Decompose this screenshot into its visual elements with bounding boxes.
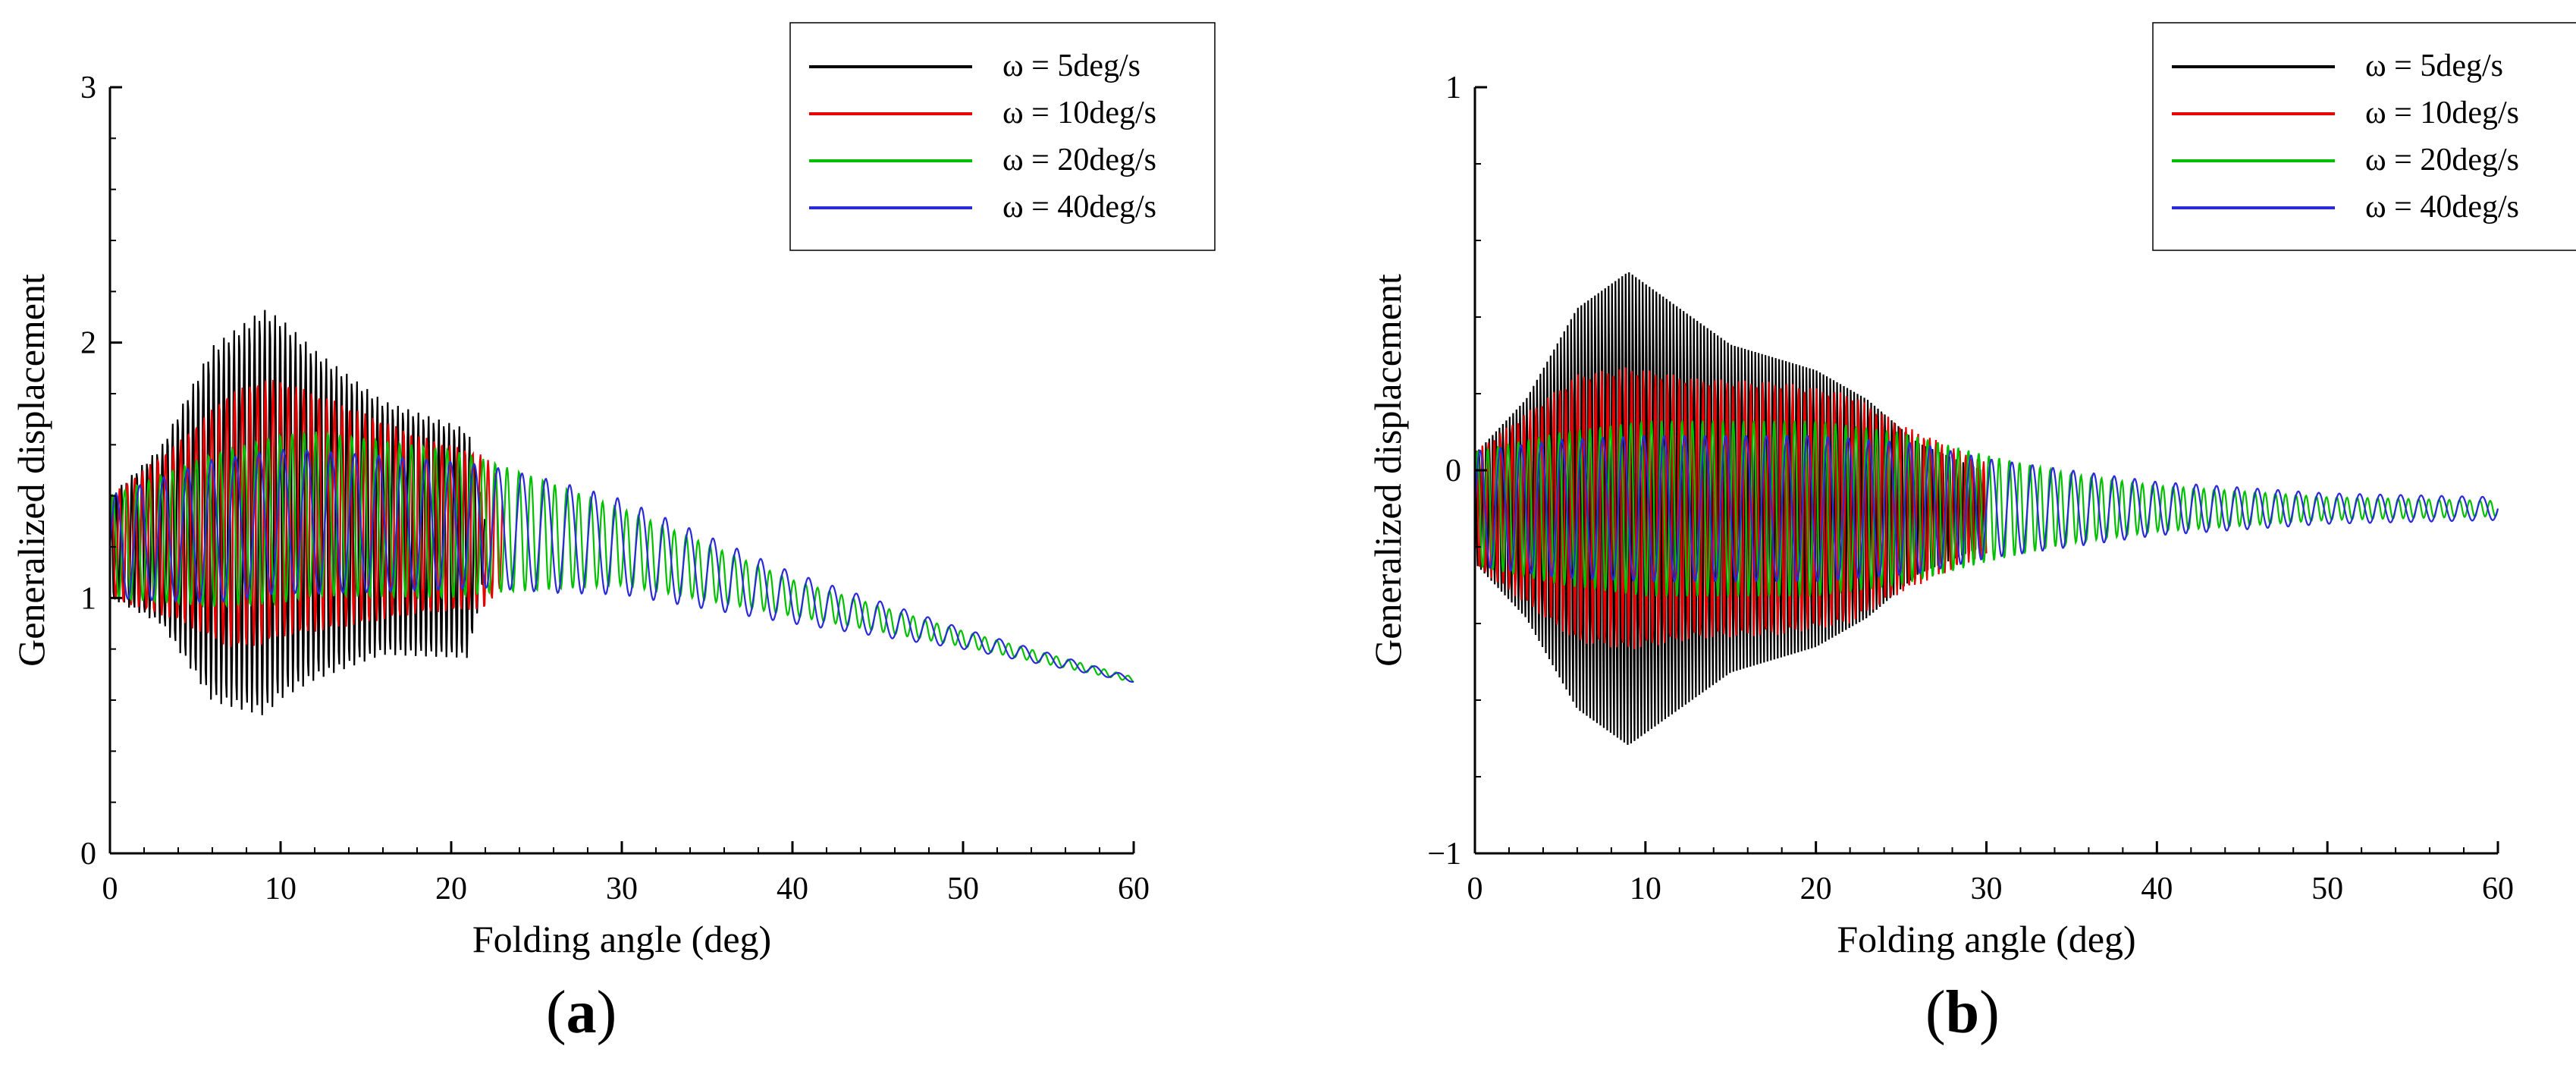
series-line-3	[108, 430, 1134, 683]
legend-box	[2152, 22, 2576, 251]
legend-label-3: ω = 20deg/s	[1002, 143, 1156, 177]
x-tick-label: 30	[1971, 872, 2003, 906]
y-tick-label: 1	[1445, 71, 1461, 105]
panel-b: 0 10 20 30 40 50 60 −1 0 1 Folding angle (deg) Gene…	[1288, 0, 2576, 1068]
chart-a: 0 10 20 30 40 50 60 0 1 2 3 Folding angle (deg) Gene…	[10, 22, 1216, 960]
legend-label-1: ω = 5deg/s	[2365, 49, 2503, 83]
series-group	[108, 309, 1134, 715]
y-tick-label: 1	[80, 581, 96, 616]
x-tick-label: 20	[1800, 872, 1832, 906]
x-axis-label: Folding angle (deg)	[1837, 918, 2135, 960]
x-tick-label: 60	[2482, 872, 2514, 906]
panel-a: 0 10 20 30 40 50 60 0 1 2 3 Folding angle (deg) Gene…	[10, 22, 1216, 1046]
legend-label-2: ω = 10deg/s	[2365, 96, 2519, 130]
legend-label-2: ω = 10deg/s	[1002, 96, 1156, 130]
x-tick-label: 60	[1118, 872, 1150, 906]
y-tick-label: 0	[80, 837, 96, 872]
x-tick-label: 0	[102, 872, 118, 906]
legend-label-3: ω = 20deg/s	[2365, 143, 2519, 177]
caption-a: (a)	[546, 979, 617, 1046]
series-line-2	[1473, 367, 1988, 649]
legend: ω = 5deg/s ω = 10deg/s ω = 20deg/s ω = 40de…	[2152, 22, 2576, 251]
y-axis-label: Generalized displacement	[1366, 274, 1409, 667]
legend: ω = 5deg/s ω = 10deg/s ω = 20deg/s ω = 40de…	[789, 22, 1216, 251]
series-group	[1473, 272, 2499, 746]
x-tick-label: 0	[1467, 872, 1483, 906]
caption-b: (b)	[1925, 979, 2000, 1046]
legend-label-1: ω = 5deg/s	[1002, 49, 1141, 83]
x-tick-label: 40	[777, 872, 808, 906]
x-tick-label: 20	[435, 872, 467, 906]
series-line-4	[108, 448, 1134, 683]
y-tick-label: 3	[80, 71, 96, 105]
legend-label-4: ω = 40deg/s	[2365, 190, 2519, 225]
x-tick-label: 50	[2311, 872, 2343, 906]
x-tick-label: 30	[606, 872, 638, 906]
y-axis-label: Generalized displacement	[10, 274, 52, 667]
series-line-4	[1473, 435, 2499, 583]
x-tick-label: 10	[1630, 872, 1661, 906]
y-tick-label: 0	[1445, 454, 1461, 488]
legend-box	[789, 22, 1216, 251]
legend-label-4: ω = 40deg/s	[1002, 190, 1156, 225]
y-tick-label: −1	[1427, 837, 1461, 872]
x-tick-label: 40	[2141, 872, 2173, 906]
x-axis-label: Folding angle (deg)	[472, 918, 771, 960]
x-tick-label: 50	[947, 872, 979, 906]
y-tick-label: 2	[80, 326, 96, 361]
x-tick-label: 10	[265, 872, 297, 906]
